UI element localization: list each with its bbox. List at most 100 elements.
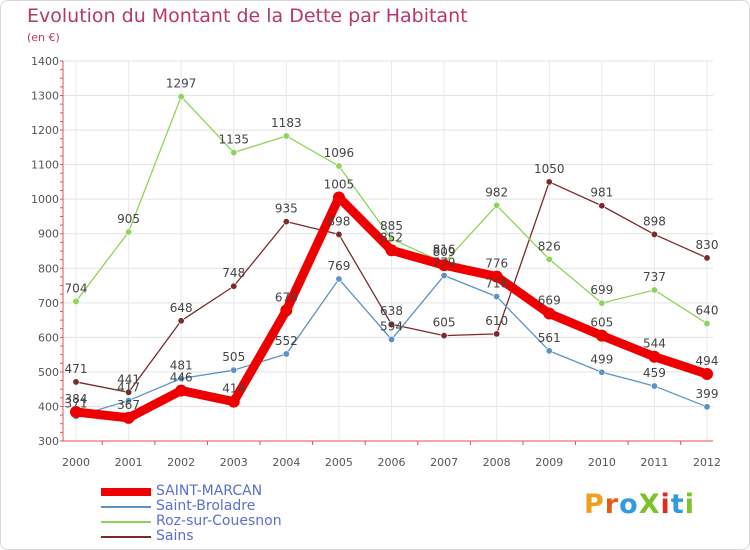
- y-tick-label: 1000: [31, 193, 59, 206]
- data-label: 935: [275, 202, 298, 216]
- legend-item: Roz-sur-Couesnon: [101, 513, 401, 529]
- logo-letter: t: [670, 489, 685, 520]
- data-point: [543, 307, 556, 320]
- data-point: [440, 332, 448, 340]
- data-label: 905: [117, 212, 140, 226]
- data-point: [490, 270, 503, 283]
- data-label: 414: [222, 382, 245, 396]
- data-point: [598, 202, 606, 210]
- legend-swatch: [101, 488, 151, 496]
- data-point: [335, 230, 343, 238]
- data-label: 505: [222, 350, 245, 364]
- legend-label: Saint-Broladre: [156, 498, 256, 514]
- data-label: 594: [380, 319, 403, 333]
- x-tick-label: 2007: [430, 456, 458, 469]
- data-label: 704: [65, 281, 88, 295]
- data-point: [387, 335, 395, 343]
- data-label: 898: [643, 214, 666, 228]
- data-label: 371: [65, 396, 88, 410]
- chart-title: Evolution du Montant de la Dette par Hab…: [27, 5, 468, 27]
- legend-swatch: [101, 506, 151, 508]
- data-label: 1050: [534, 162, 565, 176]
- data-label: 605: [590, 316, 613, 330]
- chart-subtitle: (en €): [27, 31, 60, 44]
- data-label: 610: [485, 314, 508, 328]
- legend-label: SAINT-MARCAN: [156, 483, 263, 499]
- data-point: [175, 384, 188, 397]
- data-label: 638: [380, 304, 403, 318]
- data-point: [438, 259, 451, 272]
- chart-legend: SAINT-MARCAN Saint-Broladre Roz-sur-Couesn…: [101, 483, 401, 544]
- logo-letter: X: [638, 489, 661, 520]
- logo-letter: r: [604, 489, 620, 520]
- data-label: 1096: [324, 146, 355, 160]
- data-point: [230, 149, 238, 157]
- data-label: 885: [380, 219, 403, 233]
- logo-letter: P: [584, 489, 605, 520]
- data-label: 1005: [324, 177, 355, 191]
- data-point: [701, 367, 713, 380]
- legend-swatch: [101, 536, 151, 538]
- data-point: [282, 132, 290, 140]
- data-point: [230, 282, 238, 290]
- data-point: [230, 366, 238, 374]
- x-tick-label: 2006: [378, 456, 406, 469]
- data-point: [177, 317, 185, 325]
- data-label: 648: [170, 301, 193, 315]
- data-label: 769: [327, 259, 350, 273]
- data-label: 737: [643, 270, 666, 284]
- data-point: [125, 388, 133, 396]
- data-label: 776: [485, 257, 508, 271]
- data-label: 384: [65, 392, 88, 406]
- data-point: [387, 235, 395, 243]
- y-tick-label: 1100: [31, 159, 59, 172]
- data-label: 417: [117, 381, 140, 395]
- data-label: 1135: [218, 133, 249, 147]
- x-tick-label: 2011: [640, 456, 668, 469]
- logo-letter: i: [660, 489, 671, 520]
- data-label: 367: [117, 398, 140, 412]
- data-point: [335, 275, 343, 283]
- y-tick-label: 600: [38, 331, 59, 344]
- proxiti-logo: ProXiti: [584, 489, 695, 520]
- data-point: [122, 411, 135, 424]
- data-point: [70, 405, 82, 418]
- y-tick-label: 1200: [31, 124, 59, 137]
- data-point: [282, 218, 290, 226]
- data-point: [648, 350, 661, 363]
- data-point: [493, 330, 501, 338]
- data-label: 678: [275, 290, 298, 304]
- data-point: [72, 297, 80, 305]
- data-label: 898: [327, 214, 350, 228]
- data-point: [545, 347, 553, 355]
- data-label: 699: [590, 283, 613, 297]
- data-label: 544: [643, 337, 666, 351]
- data-label: 779: [433, 256, 456, 270]
- y-tick-label: 1400: [31, 55, 59, 68]
- data-label: 640: [696, 304, 719, 318]
- data-label: 561: [538, 331, 561, 345]
- legend-item: Saint-Broladre: [101, 498, 401, 514]
- x-tick-label: 2000: [62, 456, 90, 469]
- data-label: 494: [696, 354, 719, 368]
- legend-swatch: [101, 521, 151, 523]
- data-point: [703, 254, 711, 262]
- data-point: [650, 382, 658, 390]
- y-tick-label: 800: [38, 262, 59, 275]
- data-point: [332, 191, 345, 204]
- x-tick-label: 2004: [272, 456, 300, 469]
- data-point: [650, 230, 658, 238]
- data-label: 816: [433, 243, 456, 257]
- data-label: 446: [170, 371, 193, 385]
- legend-item: Sains: [101, 528, 401, 544]
- data-point: [493, 293, 501, 301]
- data-point: [125, 228, 133, 236]
- y-tick-label: 500: [38, 366, 59, 379]
- data-point: [703, 320, 711, 328]
- data-point: [387, 320, 395, 328]
- x-tick-label: 2010: [588, 456, 616, 469]
- data-label: 399: [696, 387, 719, 401]
- data-label: 852: [380, 230, 403, 244]
